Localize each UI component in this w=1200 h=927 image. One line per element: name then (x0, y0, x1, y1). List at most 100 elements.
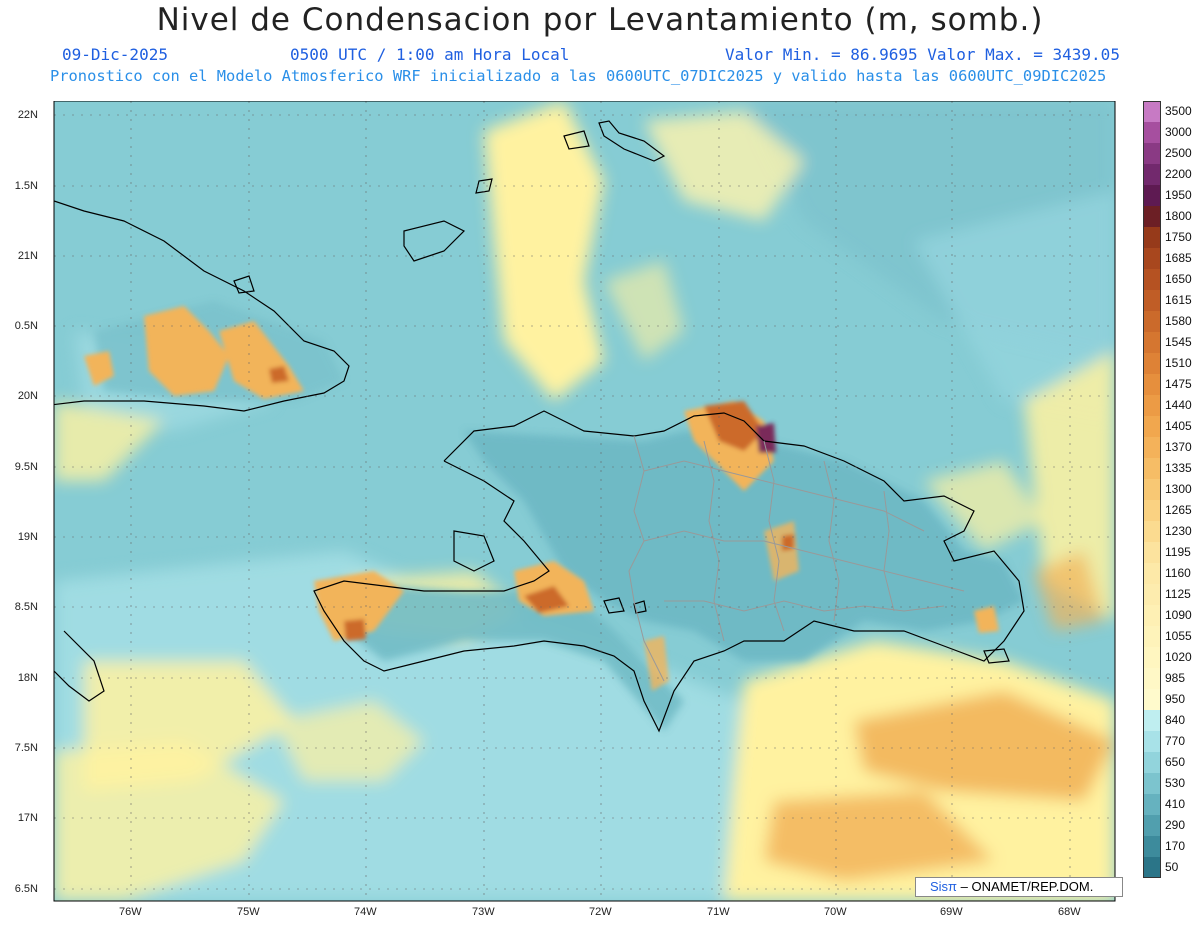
colorbar-label: 1440 (1165, 398, 1192, 412)
colorbar-label: 1090 (1165, 608, 1192, 622)
colorbar-label: 1800 (1165, 209, 1192, 223)
colorbar-swatch (1143, 290, 1161, 311)
province-boundaries (628, 435, 965, 682)
x-tick-label: 70W (824, 906, 847, 918)
colorbar-swatch (1143, 605, 1161, 626)
colorbar-label: 1020 (1165, 650, 1192, 664)
x-tick-label: 75W (237, 906, 260, 918)
colorbar-label: 1160 (1165, 566, 1191, 580)
colorbar-label: 530 (1165, 776, 1186, 790)
y-tick-label: 19N (17, 531, 38, 543)
colorbar-swatch (1143, 269, 1161, 290)
colorbar-swatch (1143, 521, 1161, 542)
colorbar-swatch (1143, 584, 1161, 605)
y-tick-label: 17N (17, 812, 38, 824)
colorbar-label: 1750 (1165, 230, 1192, 244)
colorbar-swatch (1143, 857, 1161, 878)
colorbar-swatch (1143, 794, 1161, 815)
colorbar-label: 2500 (1165, 146, 1192, 160)
purple-maximum (756, 423, 776, 453)
colorbar-swatch (1143, 206, 1161, 227)
x-tick-label: 74W (354, 906, 377, 918)
colorbar-swatch (1143, 563, 1161, 584)
colorbar-swatch (1143, 668, 1161, 689)
colorbar-swatch (1143, 542, 1161, 563)
colorbar-swatch (1143, 143, 1161, 164)
colorbar-swatch (1143, 815, 1161, 836)
x-tick-label: 72W (589, 906, 612, 918)
x-tick-label: 71W (707, 906, 730, 918)
x-axis-labels: 76W 75W 74W 73W 72W 71W 70W 69W 68W (44, 906, 1144, 922)
y-tick-label: 8.5N (14, 601, 38, 613)
colorbar-swatch (1143, 437, 1161, 458)
colorbar-swatch (1143, 311, 1161, 332)
forecast-date: 09-Dic-2025 (62, 45, 168, 64)
colorbar-label: 1580 (1165, 314, 1192, 328)
lcl-map (53, 101, 1116, 902)
y-tick-label: 0.5N (14, 320, 38, 332)
colorbar-label: 985 (1165, 671, 1186, 685)
colorbar-legend: 3500 3000 2500 2200 1950 1800 1750 1685 1650 1615… (1143, 101, 1200, 901)
colorbar-label: 1685 (1165, 251, 1192, 265)
colorbar-label: 1650 (1165, 272, 1192, 286)
map-title: Nivel de Condensacion por Levantamiento … (156, 2, 1044, 38)
colorbar-label: 290 (1165, 818, 1186, 832)
y-tick-label: 1.5N (14, 180, 38, 192)
colorbar-swatch (1143, 395, 1161, 416)
colorbar-label: 410 (1165, 797, 1186, 811)
colorbar-label: 650 (1165, 755, 1186, 769)
colorbar-label: 3000 (1165, 125, 1192, 139)
colorbar-swatch (1143, 185, 1161, 206)
x-tick-label: 73W (472, 906, 495, 918)
colorbar-swatch (1143, 626, 1161, 647)
min-max-values: Valor Min. = 86.9695 Valor Max. = 3439.0… (725, 45, 1120, 64)
y-tick-label: 20N (17, 390, 38, 402)
colorbar-swatch (1143, 710, 1161, 731)
colorbar-label: 1545 (1165, 335, 1192, 349)
plot-frame (53, 101, 1116, 902)
colorbar-label: 3500 (1165, 104, 1192, 118)
credit-box: Sisπ – ONAMET/REP.DOM. (915, 877, 1123, 897)
colorbar-swatch (1143, 416, 1161, 437)
sis-logo-text: Sisπ (930, 879, 958, 894)
colorbar-label: 1615 (1165, 293, 1192, 307)
colorbar-label: 1055 (1165, 629, 1192, 643)
x-tick-label: 76W (119, 906, 142, 918)
colorbar-label: 1370 (1165, 440, 1192, 454)
colorbar-label: 1300 (1165, 482, 1192, 496)
x-tick-label: 68W (1058, 906, 1081, 918)
colorbar-label: 1475 (1165, 377, 1192, 391)
gridlines (54, 101, 1115, 901)
colorbar-label: 1125 (1165, 587, 1191, 601)
colorbar-swatch (1143, 101, 1161, 122)
colorbar-swatch (1143, 836, 1161, 857)
y-tick-label: 6.5N (14, 883, 38, 895)
y-tick-label: 22N (17, 109, 38, 121)
x-tick-label: 69W (940, 906, 963, 918)
colorbar-swatch (1143, 248, 1161, 269)
colorbar-swatch (1143, 227, 1161, 248)
y-tick-label: 21N (17, 250, 38, 262)
colorbar-swatch (1143, 332, 1161, 353)
y-tick-label: 18N (17, 672, 38, 684)
colorbar-label: 1335 (1165, 461, 1192, 475)
y-tick-label: 7.5N (14, 742, 38, 754)
colorbar-label: 2200 (1165, 167, 1192, 181)
colorbar-label: 1950 (1165, 188, 1192, 202)
colorbar-label: 1265 (1165, 503, 1192, 517)
y-axis-label-column: 22N 1.5N 21N 0.5N 20N 9.5N 19N 8.5N 18N … (0, 101, 42, 903)
colorbar-swatch (1143, 752, 1161, 773)
colorbar-swatch (1143, 479, 1161, 500)
colorbar-swatch (1143, 164, 1161, 185)
colorbar-label: 1405 (1165, 419, 1192, 433)
colorbar-label: 1195 (1165, 545, 1191, 559)
coastlines (54, 120, 1025, 733)
colorbar-swatch (1143, 689, 1161, 710)
y-tick-label: 9.5N (14, 461, 38, 473)
colorbar-label: 1230 (1165, 524, 1192, 538)
colorbar-swatch (1143, 647, 1161, 668)
colorbar-swatch (1143, 122, 1161, 143)
colorbar-swatch (1143, 374, 1161, 395)
colorbar-label: 770 (1165, 734, 1186, 748)
colorbar-swatch (1143, 500, 1161, 521)
